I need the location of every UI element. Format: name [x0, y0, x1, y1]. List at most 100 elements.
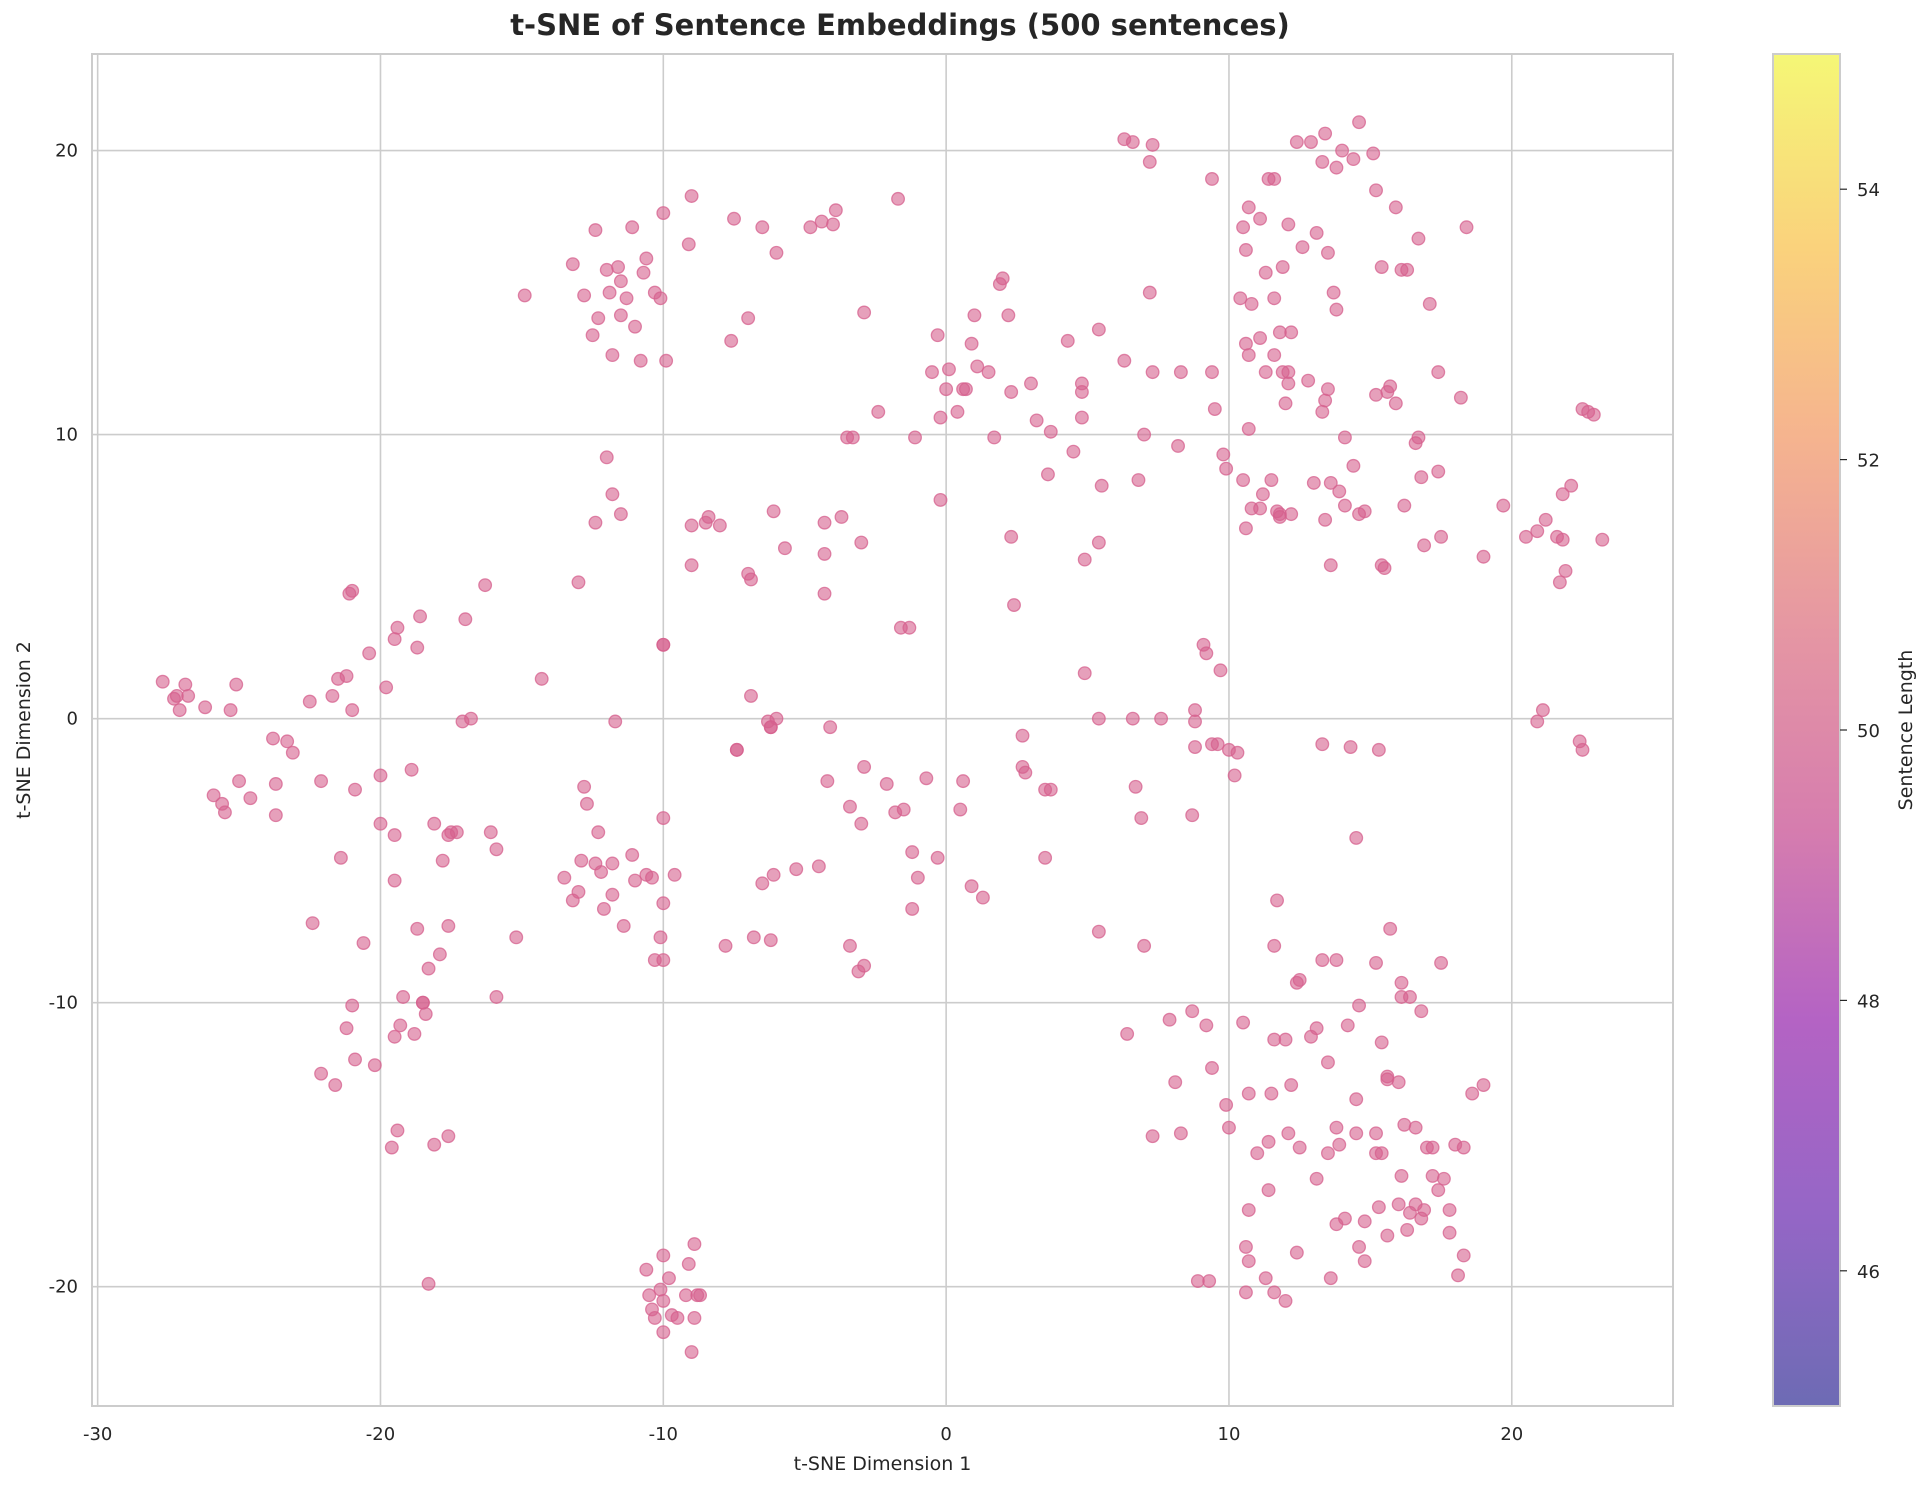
data-point	[1238, 1285, 1253, 1300]
data-point	[407, 1026, 422, 1041]
data-point	[724, 333, 739, 348]
data-point	[266, 731, 280, 746]
data-point	[1267, 172, 1282, 186]
data-point	[591, 311, 606, 326]
data-point	[1038, 850, 1053, 865]
data-point	[1292, 972, 1307, 987]
data-point	[1586, 407, 1601, 422]
data-point	[687, 1310, 702, 1325]
data-point	[1403, 990, 1417, 1004]
data-point	[1188, 740, 1202, 754]
data-point	[1431, 464, 1446, 479]
data-point	[1349, 830, 1364, 845]
grid-lines	[92, 54, 1673, 1406]
data-point	[681, 1257, 696, 1271]
data-point	[942, 362, 956, 377]
data-point	[1145, 1129, 1160, 1144]
data-point	[1264, 473, 1279, 488]
data-point	[1278, 396, 1293, 411]
data-point	[1207, 402, 1222, 416]
data-point	[1171, 439, 1186, 453]
data-point	[342, 586, 357, 601]
colorbar-tick-label: 46	[1857, 1262, 1880, 1283]
data-point	[1267, 938, 1282, 953]
data-point	[1094, 478, 1109, 493]
data-point	[418, 1007, 433, 1021]
data-point	[1459, 220, 1474, 235]
data-point	[1043, 424, 1058, 439]
data-point	[605, 487, 620, 502]
data-point	[1403, 1205, 1417, 1220]
x-axis-label: t-SNE Dimension 1	[794, 1453, 972, 1475]
data-point	[933, 410, 948, 425]
data-point	[280, 734, 295, 749]
data-point	[1077, 552, 1092, 567]
data-point	[1091, 924, 1106, 939]
data-point	[285, 745, 300, 760]
data-point	[1337, 430, 1352, 445]
data-point	[1253, 331, 1268, 345]
data-point	[1284, 1078, 1299, 1092]
data-point	[155, 674, 170, 689]
data-point	[534, 671, 549, 686]
y-axis-ticks: -20 -10 0 10 20	[49, 141, 78, 1298]
data-point	[302, 694, 317, 709]
data-point	[1552, 575, 1567, 590]
data-point	[387, 828, 402, 843]
data-point	[690, 1288, 705, 1303]
data-point	[588, 515, 603, 530]
data-point	[393, 1018, 408, 1033]
data-point	[585, 328, 600, 343]
data-point	[1029, 413, 1044, 428]
data-point	[746, 930, 761, 945]
y-tick-label: -10	[49, 993, 78, 1014]
data-point	[1173, 365, 1188, 380]
data-point	[956, 774, 971, 789]
data-point	[1091, 711, 1106, 726]
data-point	[625, 220, 640, 235]
data-point	[571, 575, 586, 590]
data-point	[1332, 484, 1347, 499]
data-point	[908, 430, 922, 445]
data-point	[964, 336, 979, 351]
data-point	[619, 291, 634, 306]
data-point	[1456, 1140, 1471, 1155]
data-point	[1261, 1183, 1276, 1198]
data-point	[656, 953, 671, 968]
data-point	[1117, 353, 1132, 368]
data-point	[1555, 532, 1570, 547]
data-point	[1383, 921, 1398, 936]
data-point	[1281, 376, 1296, 391]
data-point	[1352, 507, 1367, 522]
data-point	[390, 1123, 405, 1138]
data-point	[348, 782, 362, 797]
data-point	[1264, 1086, 1279, 1101]
data-point	[1329, 953, 1344, 968]
data-point	[1321, 382, 1335, 397]
data-point	[339, 669, 354, 683]
data-point	[628, 873, 642, 888]
data-point	[769, 245, 784, 260]
data-point	[1535, 703, 1550, 718]
data-point	[744, 572, 758, 587]
data-point	[1241, 421, 1256, 436]
data-point	[1337, 498, 1352, 513]
data-point	[823, 720, 838, 735]
data-point	[229, 677, 244, 692]
data-point	[181, 688, 196, 703]
data-point	[449, 825, 464, 840]
data-point	[967, 308, 982, 323]
data-point	[605, 856, 620, 871]
data-point	[766, 504, 781, 519]
x-tick-label: -20	[366, 1424, 395, 1445]
data-point	[1414, 470, 1429, 485]
data-point	[232, 774, 247, 789]
data-point	[1315, 154, 1330, 169]
data-point	[427, 816, 442, 831]
data-point	[1558, 563, 1573, 578]
data-point	[1434, 955, 1449, 970]
data-point	[1306, 475, 1321, 490]
data-point	[588, 223, 603, 238]
data-point	[1241, 200, 1256, 215]
data-point	[958, 382, 973, 397]
